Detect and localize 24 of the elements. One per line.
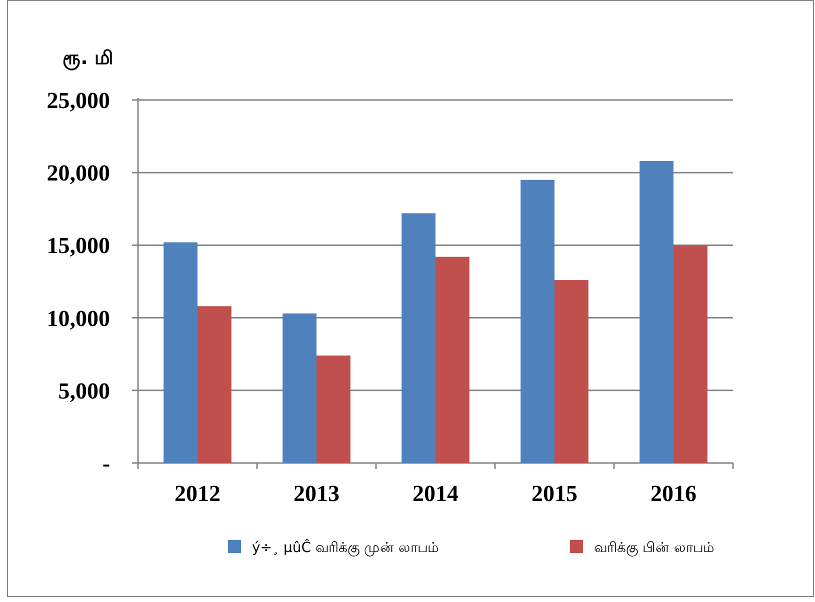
y-tick-label: 15,000 bbox=[46, 233, 110, 258]
legend-label: ý÷¸ µûĈ வரிக்கு முன் லாபம் bbox=[252, 539, 438, 557]
x-tick-label: 2013 bbox=[294, 481, 340, 506]
x-tick-label: 2015 bbox=[532, 481, 578, 506]
bar bbox=[436, 256, 470, 463]
bar bbox=[198, 306, 232, 463]
bar bbox=[554, 280, 588, 463]
bar bbox=[402, 213, 436, 463]
y-axis-title: ரூ. மி bbox=[62, 47, 114, 71]
bar bbox=[640, 160, 674, 463]
bar bbox=[674, 245, 708, 463]
y-tick-label: 5,000 bbox=[58, 378, 110, 404]
legend-label: வரிக்கு பின் லாபம் bbox=[594, 540, 714, 557]
bar bbox=[316, 356, 350, 463]
x-tick-label: 2012 bbox=[174, 481, 220, 506]
y-tick-label: 25,000 bbox=[46, 88, 110, 113]
bar bbox=[520, 180, 554, 463]
y-tick-label: 10,000 bbox=[46, 306, 110, 331]
x-tick-label: 2016 bbox=[650, 481, 696, 506]
bar bbox=[282, 313, 316, 463]
x-tick-label: 2014 bbox=[412, 481, 459, 506]
y-tick-label: 20,000 bbox=[46, 160, 110, 186]
bar bbox=[164, 242, 198, 463]
y-tick-label: - bbox=[102, 451, 110, 476]
